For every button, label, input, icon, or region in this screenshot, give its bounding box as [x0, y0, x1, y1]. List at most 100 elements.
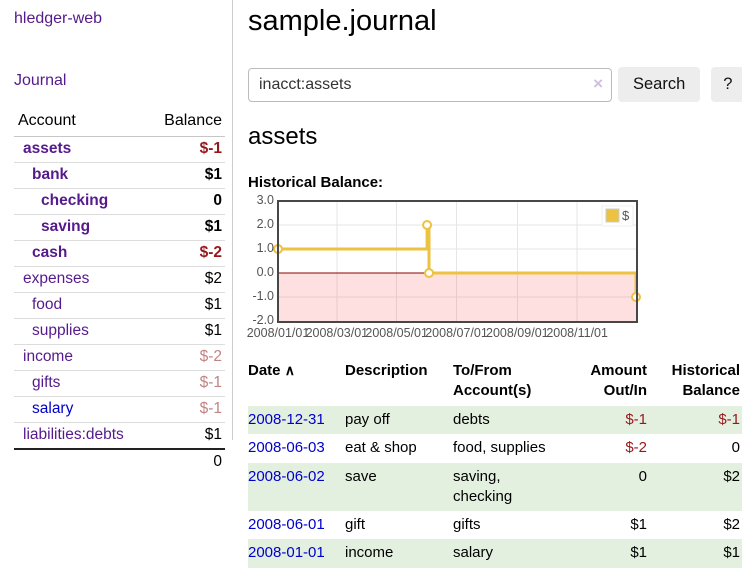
- y-axis-tick-label: 2.0: [256, 217, 274, 231]
- account-row: expenses $2: [14, 266, 225, 293]
- transaction-amount: $1: [630, 516, 647, 533]
- account-link[interactable]: food: [32, 296, 63, 313]
- search-input[interactable]: [248, 67, 612, 102]
- register-header-date-label: Date: [248, 362, 281, 379]
- x-axis-tick-label: 2008/07/01: [425, 326, 488, 340]
- y-axis-tick-label: 1.0: [256, 241, 274, 255]
- sidebar-item-journal[interactable]: Journal: [14, 72, 67, 89]
- account-heading: assets: [248, 123, 318, 150]
- account-link[interactable]: income: [23, 348, 73, 365]
- page-title: sample.journal: [248, 5, 437, 37]
- transaction-date-link[interactable]: 2008-06-03: [248, 439, 325, 457]
- transaction-date-link[interactable]: 2008-12-31: [248, 411, 325, 428]
- transaction-accounts: food, supplies: [453, 439, 546, 457]
- sort-ascending-icon: ∧: [284, 362, 295, 378]
- account-link[interactable]: bank: [32, 166, 69, 183]
- account-row: liabilities:debts $1: [14, 422, 225, 450]
- account-link[interactable]: cash: [32, 244, 68, 261]
- y-axis-tick-label: 0.0: [256, 265, 274, 279]
- account-balance: $1: [147, 292, 225, 319]
- account-link[interactable]: saving: [41, 218, 91, 235]
- transaction-accounts: saving, checking: [453, 462, 571, 511]
- account-link[interactable]: assets: [23, 140, 72, 157]
- register-header-description: Description: [345, 362, 428, 379]
- transaction-accounts: gifts: [453, 516, 481, 533]
- sidebar: hledger-web Journal Account Balance asse…: [0, 0, 233, 568]
- account-link[interactable]: supplies: [32, 322, 89, 339]
- account-balance: $-1: [147, 370, 225, 397]
- register-header-accounts: To/From Account(s): [453, 362, 532, 399]
- transaction-accounts: debts: [453, 406, 571, 435]
- y-axis-tick-label: 3.0: [256, 193, 274, 207]
- account-link[interactable]: gifts: [32, 374, 61, 391]
- transaction-amount: $-1: [571, 406, 649, 435]
- transaction-date-link[interactable]: 2008-01-01: [248, 544, 325, 562]
- historical-balance-chart: $: [273, 200, 641, 323]
- accounts-header-balance: Balance: [147, 108, 225, 137]
- account-row: supplies $1: [14, 318, 225, 345]
- search-button[interactable]: Search: [618, 67, 701, 102]
- account-row: saving $1: [14, 214, 225, 241]
- account-row: cash $-2: [14, 240, 225, 267]
- account-link[interactable]: liabilities:debts: [23, 426, 124, 443]
- transaction-date-link[interactable]: 2008-06-01: [248, 516, 325, 533]
- account-balance: $1: [147, 214, 225, 241]
- chart: $ 3.0 2.0 1.0 0.0 -1.0 -2.0 2008/01/01 2008/03/…: [246, 193, 668, 346]
- transaction-description: pay off: [345, 406, 453, 435]
- x-axis-tick-label: 2008/01/01: [246, 326, 310, 340]
- transaction-balance: 0: [731, 439, 740, 457]
- svg-text:$: $: [622, 208, 630, 223]
- account-link[interactable]: checking: [41, 192, 109, 209]
- y-axis-tick-label: -2.0: [252, 313, 274, 327]
- account-balance: $-2: [147, 240, 225, 267]
- search-form: × Search ?: [248, 67, 742, 102]
- transaction-row: 2008-06-03 eat & shop food, supplies $-2…: [248, 434, 742, 462]
- transaction-date-link[interactable]: 2008-06-02: [248, 467, 325, 485]
- transaction-balance: $1: [649, 539, 742, 568]
- account-balance: $2: [147, 266, 225, 293]
- sidebar-divider: [232, 0, 233, 440]
- account-balance: $1: [147, 422, 225, 450]
- account-balance: $-2: [147, 344, 225, 371]
- account-row: food $1: [14, 292, 225, 319]
- chart-title: Historical Balance:: [248, 174, 384, 191]
- account-row: bank $1: [14, 162, 225, 189]
- account-link[interactable]: salary: [32, 400, 74, 417]
- transaction-description: income: [345, 539, 453, 568]
- account-total-row: 0: [14, 448, 225, 475]
- account-balance: $1: [147, 162, 225, 189]
- account-row: income $-2: [14, 344, 225, 371]
- account-link[interactable]: expenses: [23, 270, 90, 287]
- x-axis-tick-label: 2008/11/01: [546, 326, 608, 340]
- account-balance: $-1: [147, 136, 225, 163]
- account-table-body: assets $-1 bank $1 checking 0 saving $1 …: [14, 136, 225, 475]
- help-button[interactable]: ?: [711, 67, 742, 102]
- transaction-amount: 0: [571, 462, 649, 511]
- app-brand-link[interactable]: hledger-web: [14, 10, 103, 27]
- transaction-description: gift: [345, 516, 366, 533]
- clear-search-icon[interactable]: ×: [593, 73, 603, 93]
- x-axis-tick-label: 2008/05/01: [365, 326, 428, 340]
- transaction-accounts: salary: [453, 539, 571, 568]
- transaction-description: save: [345, 462, 453, 511]
- account-row: salary $-1: [14, 396, 225, 423]
- accounts-table: Account Balance assets $-1 bank $1 check…: [14, 108, 225, 475]
- y-axis-tick-label: -1.0: [252, 289, 274, 303]
- transaction-balance: $-1: [649, 406, 742, 435]
- transaction-row: 2008-06-01 gift gifts $1 $2: [248, 511, 742, 539]
- register-header-date: Date ∧: [248, 359, 345, 406]
- account-row: gifts $-1: [14, 370, 225, 397]
- page: hledger-web Journal Account Balance asse…: [0, 0, 742, 568]
- account-row: checking 0: [14, 188, 225, 215]
- transaction-row: 2008-06-02 save saving, checking 0 $2: [248, 462, 742, 511]
- x-axis-tick-label: 2008/03/01: [305, 326, 369, 340]
- register-header-amount: Amount Out/In: [590, 362, 647, 399]
- transaction-balance: $2: [649, 462, 742, 511]
- account-row: assets $-1: [14, 136, 225, 163]
- account-balance: 0: [147, 188, 225, 215]
- transaction-description: eat & shop: [345, 439, 417, 457]
- main-content: sample.journal × Search ? assets Histori…: [233, 0, 742, 568]
- transaction-amount: $-2: [625, 439, 647, 457]
- account-balance: $1: [147, 318, 225, 345]
- register-header-row: Date ∧ Description To/From Account(s) Am…: [248, 359, 742, 406]
